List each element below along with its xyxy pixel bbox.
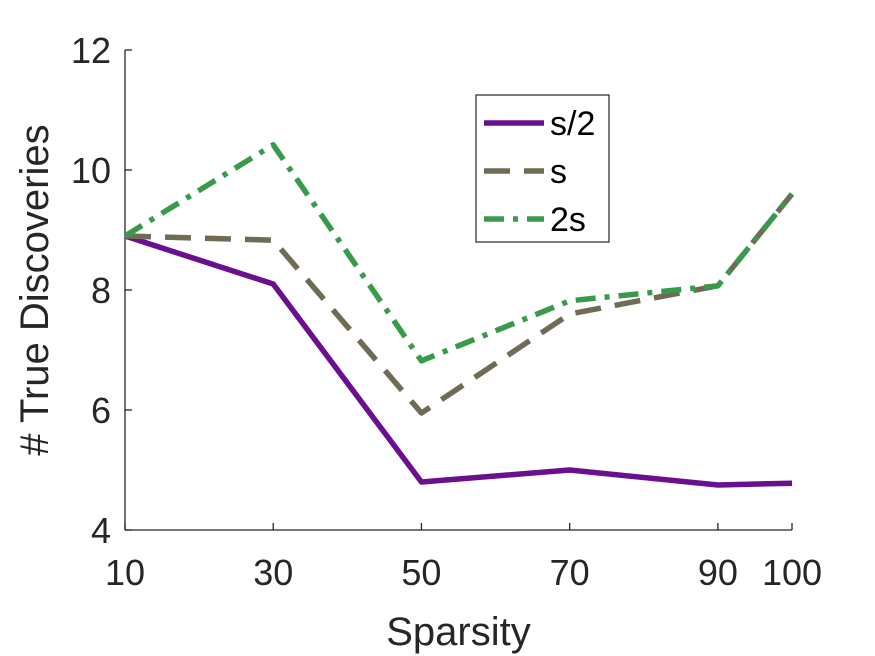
series-line-1 bbox=[124, 233, 793, 488]
legend: s/2 s 2s bbox=[475, 94, 610, 243]
legend-label: s/2 bbox=[550, 105, 595, 143]
axes bbox=[124, 49, 793, 531]
x-tick-label: 30 bbox=[253, 552, 293, 593]
x-tick-label: 70 bbox=[550, 552, 590, 593]
y-tick-label: 6 bbox=[91, 390, 111, 431]
x-tick-label: 90 bbox=[698, 552, 738, 593]
legend-label: s bbox=[550, 153, 567, 191]
series-lines bbox=[123, 142, 795, 488]
x-tick-label: 50 bbox=[401, 552, 441, 593]
series-line-2 bbox=[124, 192, 795, 416]
x-tick-labels: 10 30 50 70 90 100 bbox=[105, 552, 822, 593]
y-tick-label: 4 bbox=[91, 510, 111, 551]
series-line-3 bbox=[123, 142, 795, 364]
y-axis-label: # True Discoveries bbox=[13, 124, 57, 455]
x-axis-label: Sparsity bbox=[386, 610, 531, 654]
y-tick-labels: 4 6 8 10 12 bbox=[71, 30, 111, 551]
legend-label: 2s bbox=[550, 201, 586, 239]
x-tick-label: 10 bbox=[105, 552, 145, 593]
x-tick-label: 100 bbox=[762, 552, 822, 593]
y-tick-label: 8 bbox=[91, 270, 111, 311]
y-tick-label: 12 bbox=[71, 30, 111, 71]
y-tick-label: 10 bbox=[71, 150, 111, 191]
